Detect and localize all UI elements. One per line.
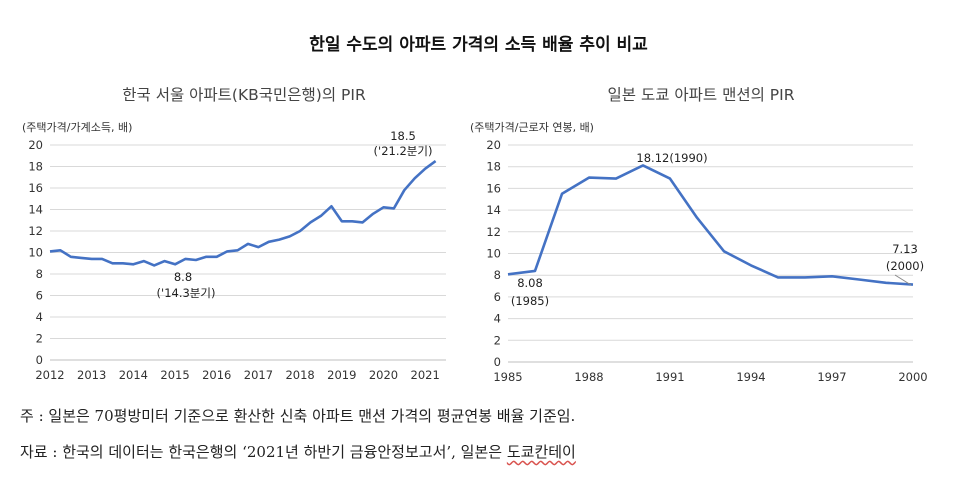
korea-annotation-min-period: ('14.3분기) bbox=[157, 286, 216, 300]
source-note-text: 자료 : 한국의 데이터는 한국은행의 ‘2021년 하반기 금융안정보고서’,… bbox=[20, 443, 507, 461]
japan-x-tick-label: 1994 bbox=[736, 370, 765, 384]
japan-y-tick-label: 8 bbox=[494, 268, 501, 282]
japan-annotation-peak: 18.12(1990) bbox=[636, 151, 707, 165]
korea-annotation-min-value: 8.8 bbox=[174, 270, 192, 284]
korea-x-tick-label: 2021 bbox=[411, 368, 440, 382]
japan-y-tick-label: 14 bbox=[486, 203, 501, 217]
japan-annotation-start-year: (1985) bbox=[511, 294, 549, 308]
korea-y-ticks: 0 2 4 6 8 10 12 14 16 18 20 bbox=[28, 138, 43, 367]
korea-x-tick-label: 2014 bbox=[119, 368, 148, 382]
japan-chart-title: 일본 도쿄 아파트 맨션의 PIR bbox=[608, 86, 795, 104]
korea-x-tick-label: 2012 bbox=[35, 368, 64, 382]
japan-y-tick-label: 0 bbox=[494, 355, 501, 369]
korea-y-tick-label: 12 bbox=[28, 224, 43, 238]
korea-y-tick-label: 8 bbox=[36, 267, 43, 281]
korea-x-tick-label: 2015 bbox=[160, 368, 189, 382]
japan-pir-chart: 일본 도쿄 아파트 맨션의 PIR (주택가격/근로자 연봉, 배) 0 2 4 6 8… bbox=[470, 0, 957, 400]
korea-y-tick-label: 0 bbox=[36, 353, 43, 367]
japan-y-tick-label: 10 bbox=[486, 247, 501, 261]
korea-x-tick-label: 2019 bbox=[327, 368, 356, 382]
korea-y-tick-label: 6 bbox=[36, 289, 43, 303]
japan-y-tick-label: 4 bbox=[494, 312, 501, 326]
korea-x-tick-label: 2017 bbox=[244, 368, 273, 382]
japan-annotation-end-year: (2000) bbox=[886, 259, 924, 273]
source-note: 자료 : 한국의 데이터는 한국은행의 ‘2021년 하반기 금융안정보고서’,… bbox=[20, 441, 576, 462]
korea-y-tick-label: 4 bbox=[36, 310, 43, 324]
japan-y-tick-label: 20 bbox=[486, 138, 501, 152]
korea-gridlines bbox=[50, 145, 446, 360]
japan-annotation-end-value: 7.13 bbox=[892, 242, 918, 256]
korea-annotation-max-period: ('21.2분기) bbox=[374, 144, 433, 158]
japan-y-tick-label: 18 bbox=[486, 160, 501, 174]
korea-pir-chart: 한국 서울 아파트(KB국민은행)의 PIR (주택가격/가계소득, 배) 02… bbox=[0, 0, 470, 400]
korea-y-tick-label: 14 bbox=[28, 203, 43, 217]
japan-gridlines bbox=[508, 145, 913, 362]
footnote: 주 : 일본은 70평방미터 기준으로 환산한 신축 아파트 맨션 가격의 평균… bbox=[20, 405, 575, 426]
korea-y-axis-label: (주택가격/가계소득, 배) bbox=[22, 121, 132, 134]
korea-x-tick-label: 2016 bbox=[202, 368, 231, 382]
japan-x-ticks: 1985 1988 1991 1994 1997 2000 bbox=[493, 370, 927, 384]
japan-y-tick-label: 2 bbox=[494, 333, 501, 347]
korea-y-tick-label: 18 bbox=[28, 160, 43, 174]
korea-y-tick-label: 16 bbox=[28, 181, 43, 195]
japan-annotation-start-value: 8.08 bbox=[517, 276, 543, 290]
korea-y-tick-label: 10 bbox=[28, 246, 43, 260]
korea-y-tick-label: 2 bbox=[36, 332, 43, 346]
source-tokyo-kantei: 도쿄칸테이 bbox=[507, 443, 576, 461]
japan-y-ticks: 0 2 4 6 8 10 12 14 16 18 20 bbox=[486, 138, 501, 369]
korea-x-tick-label: 2018 bbox=[285, 368, 314, 382]
japan-x-tick-label: 1985 bbox=[493, 370, 522, 384]
japan-y-tick-label: 16 bbox=[486, 181, 501, 195]
korea-x-ticks: 2012 2013 2014 2015 2016 2017 2018 2019 2020 2021 bbox=[35, 368, 439, 382]
japan-x-tick-label: 1997 bbox=[817, 370, 846, 384]
japan-pir-line bbox=[508, 165, 913, 284]
japan-y-axis-label: (주택가격/근로자 연봉, 배) bbox=[470, 121, 594, 134]
korea-chart-title: 한국 서울 아파트(KB국민은행)의 PIR bbox=[122, 86, 366, 104]
japan-y-tick-label: 6 bbox=[494, 290, 501, 304]
japan-x-tick-label: 2000 bbox=[898, 370, 927, 384]
japan-x-tick-label: 1991 bbox=[655, 370, 684, 384]
korea-pir-line bbox=[50, 161, 436, 265]
korea-x-tick-label: 2013 bbox=[77, 368, 106, 382]
korea-y-tick-label: 20 bbox=[28, 138, 43, 152]
korea-annotation-max-value: 18.5 bbox=[390, 129, 416, 143]
japan-x-tick-label: 1988 bbox=[574, 370, 603, 384]
japan-y-tick-label: 12 bbox=[486, 225, 501, 239]
korea-x-tick-label: 2020 bbox=[369, 368, 398, 382]
